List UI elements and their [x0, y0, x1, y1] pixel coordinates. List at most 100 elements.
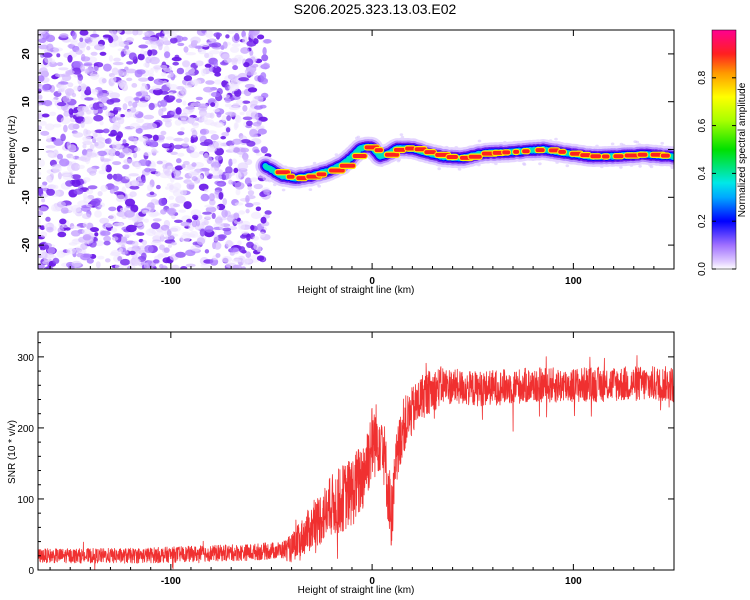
- track-hotspot: [275, 170, 290, 175]
- noise-blob: [51, 164, 62, 170]
- noise-blob: [226, 30, 236, 34]
- noise-blob: [89, 72, 100, 80]
- noise-blob: [246, 120, 253, 127]
- noise-blob: [159, 264, 164, 269]
- noise-blob: [129, 107, 137, 113]
- noise-blob: [38, 188, 43, 196]
- noise-blob: [168, 186, 179, 193]
- noise-blob: [128, 173, 139, 177]
- noise-blob: [136, 232, 145, 236]
- noise-blob: [246, 140, 256, 147]
- noise-blob: [170, 30, 180, 33]
- noise-blob: [221, 174, 227, 181]
- noise-blob: [57, 231, 67, 238]
- noise-blob: [211, 42, 222, 48]
- noise-blob: [106, 173, 113, 180]
- noise-blob: [242, 105, 248, 112]
- noise-blob: [114, 264, 124, 269]
- noise-blob: [178, 209, 186, 213]
- noise-blob: [112, 236, 119, 241]
- noise-blob: [221, 94, 231, 99]
- noise-blob: [47, 254, 57, 259]
- noise-blob: [235, 188, 241, 196]
- noise-blob: [214, 72, 222, 77]
- noise-blob: [176, 67, 185, 75]
- colorbar-gradient: [711, 29, 737, 270]
- noise-blob: [121, 148, 133, 156]
- noise-blob: [165, 186, 170, 190]
- noise-blob: [213, 32, 222, 38]
- noise-blob: [262, 62, 270, 68]
- noise-blob: [156, 184, 161, 190]
- noise-blob: [118, 82, 128, 90]
- noise-blob: [82, 222, 88, 228]
- noise-blob: [255, 152, 262, 156]
- noise-blob: [64, 227, 71, 231]
- noise-blob: [124, 110, 133, 118]
- noise-blob: [174, 119, 182, 126]
- noise-blob: [181, 142, 189, 147]
- snr-x-ticks: -100 0 100: [49, 332, 675, 587]
- noise-blob: [41, 113, 50, 118]
- noise-blob: [100, 184, 108, 192]
- noise-blob: [210, 102, 216, 107]
- noise-blob: [94, 240, 104, 247]
- noise-blob: [99, 120, 104, 126]
- spectrogram-y-label: Frequency (Hz): [7, 116, 18, 185]
- noise-blob: [185, 71, 195, 77]
- noise-blob: [247, 190, 255, 196]
- noise-blob: [168, 208, 176, 216]
- track-hotspot: [558, 149, 566, 154]
- noise-blob: [250, 111, 259, 119]
- noise-blob: [38, 44, 49, 50]
- noise-blob: [81, 105, 89, 113]
- noise-blob: [220, 136, 226, 140]
- noise-blob: [123, 158, 134, 165]
- spectrogram-x-ticks: -100 0 100: [49, 30, 675, 287]
- noise-blob: [222, 41, 228, 49]
- noise-blob: [112, 116, 118, 123]
- noise-blob: [204, 214, 212, 220]
- noise-blob: [241, 231, 249, 235]
- noise-blob: [238, 222, 246, 231]
- noise-blob: [256, 255, 265, 261]
- noise-blob: [114, 107, 122, 111]
- y-tick-label: -10: [21, 190, 32, 205]
- noise-blob: [204, 225, 214, 233]
- noise-blob: [145, 228, 157, 237]
- noise-blob: [109, 214, 117, 222]
- x-tick-label: -100: [161, 576, 181, 587]
- noise-blob: [100, 158, 112, 162]
- noise-blob: [52, 47, 64, 52]
- noise-blob: [249, 30, 260, 36]
- noise-blob: [244, 67, 255, 76]
- noise-blob: [151, 150, 159, 154]
- y-tick-label: -20: [21, 237, 32, 252]
- noise-blob: [65, 69, 75, 75]
- noise-blob: [170, 177, 175, 183]
- noise-blob: [78, 164, 85, 169]
- noise-blob: [214, 79, 222, 85]
- noise-blob: [253, 38, 259, 45]
- noise-blob: [166, 82, 171, 87]
- noise-blob: [60, 207, 69, 214]
- noise-blob: [141, 210, 150, 215]
- noise-blob: [153, 231, 164, 237]
- track-hotspot: [502, 150, 511, 155]
- track-hotspot: [328, 168, 345, 173]
- snr-y-label: SNR (10 * v/v): [7, 420, 18, 484]
- noise-blob: [51, 59, 56, 64]
- noise-blob: [63, 124, 68, 133]
- noise-blob: [204, 52, 210, 59]
- noise-blob: [168, 72, 174, 78]
- noise-blob: [252, 121, 262, 127]
- noise-blob: [85, 86, 91, 94]
- noise-blob: [162, 164, 168, 169]
- y-tick-label: 20: [21, 48, 32, 60]
- noise-blob: [198, 103, 209, 109]
- noise-blob: [92, 66, 99, 73]
- noise-blob: [188, 44, 197, 49]
- noise-blob: [214, 155, 223, 161]
- noise-blob: [170, 241, 177, 246]
- noise-blob: [219, 222, 224, 230]
